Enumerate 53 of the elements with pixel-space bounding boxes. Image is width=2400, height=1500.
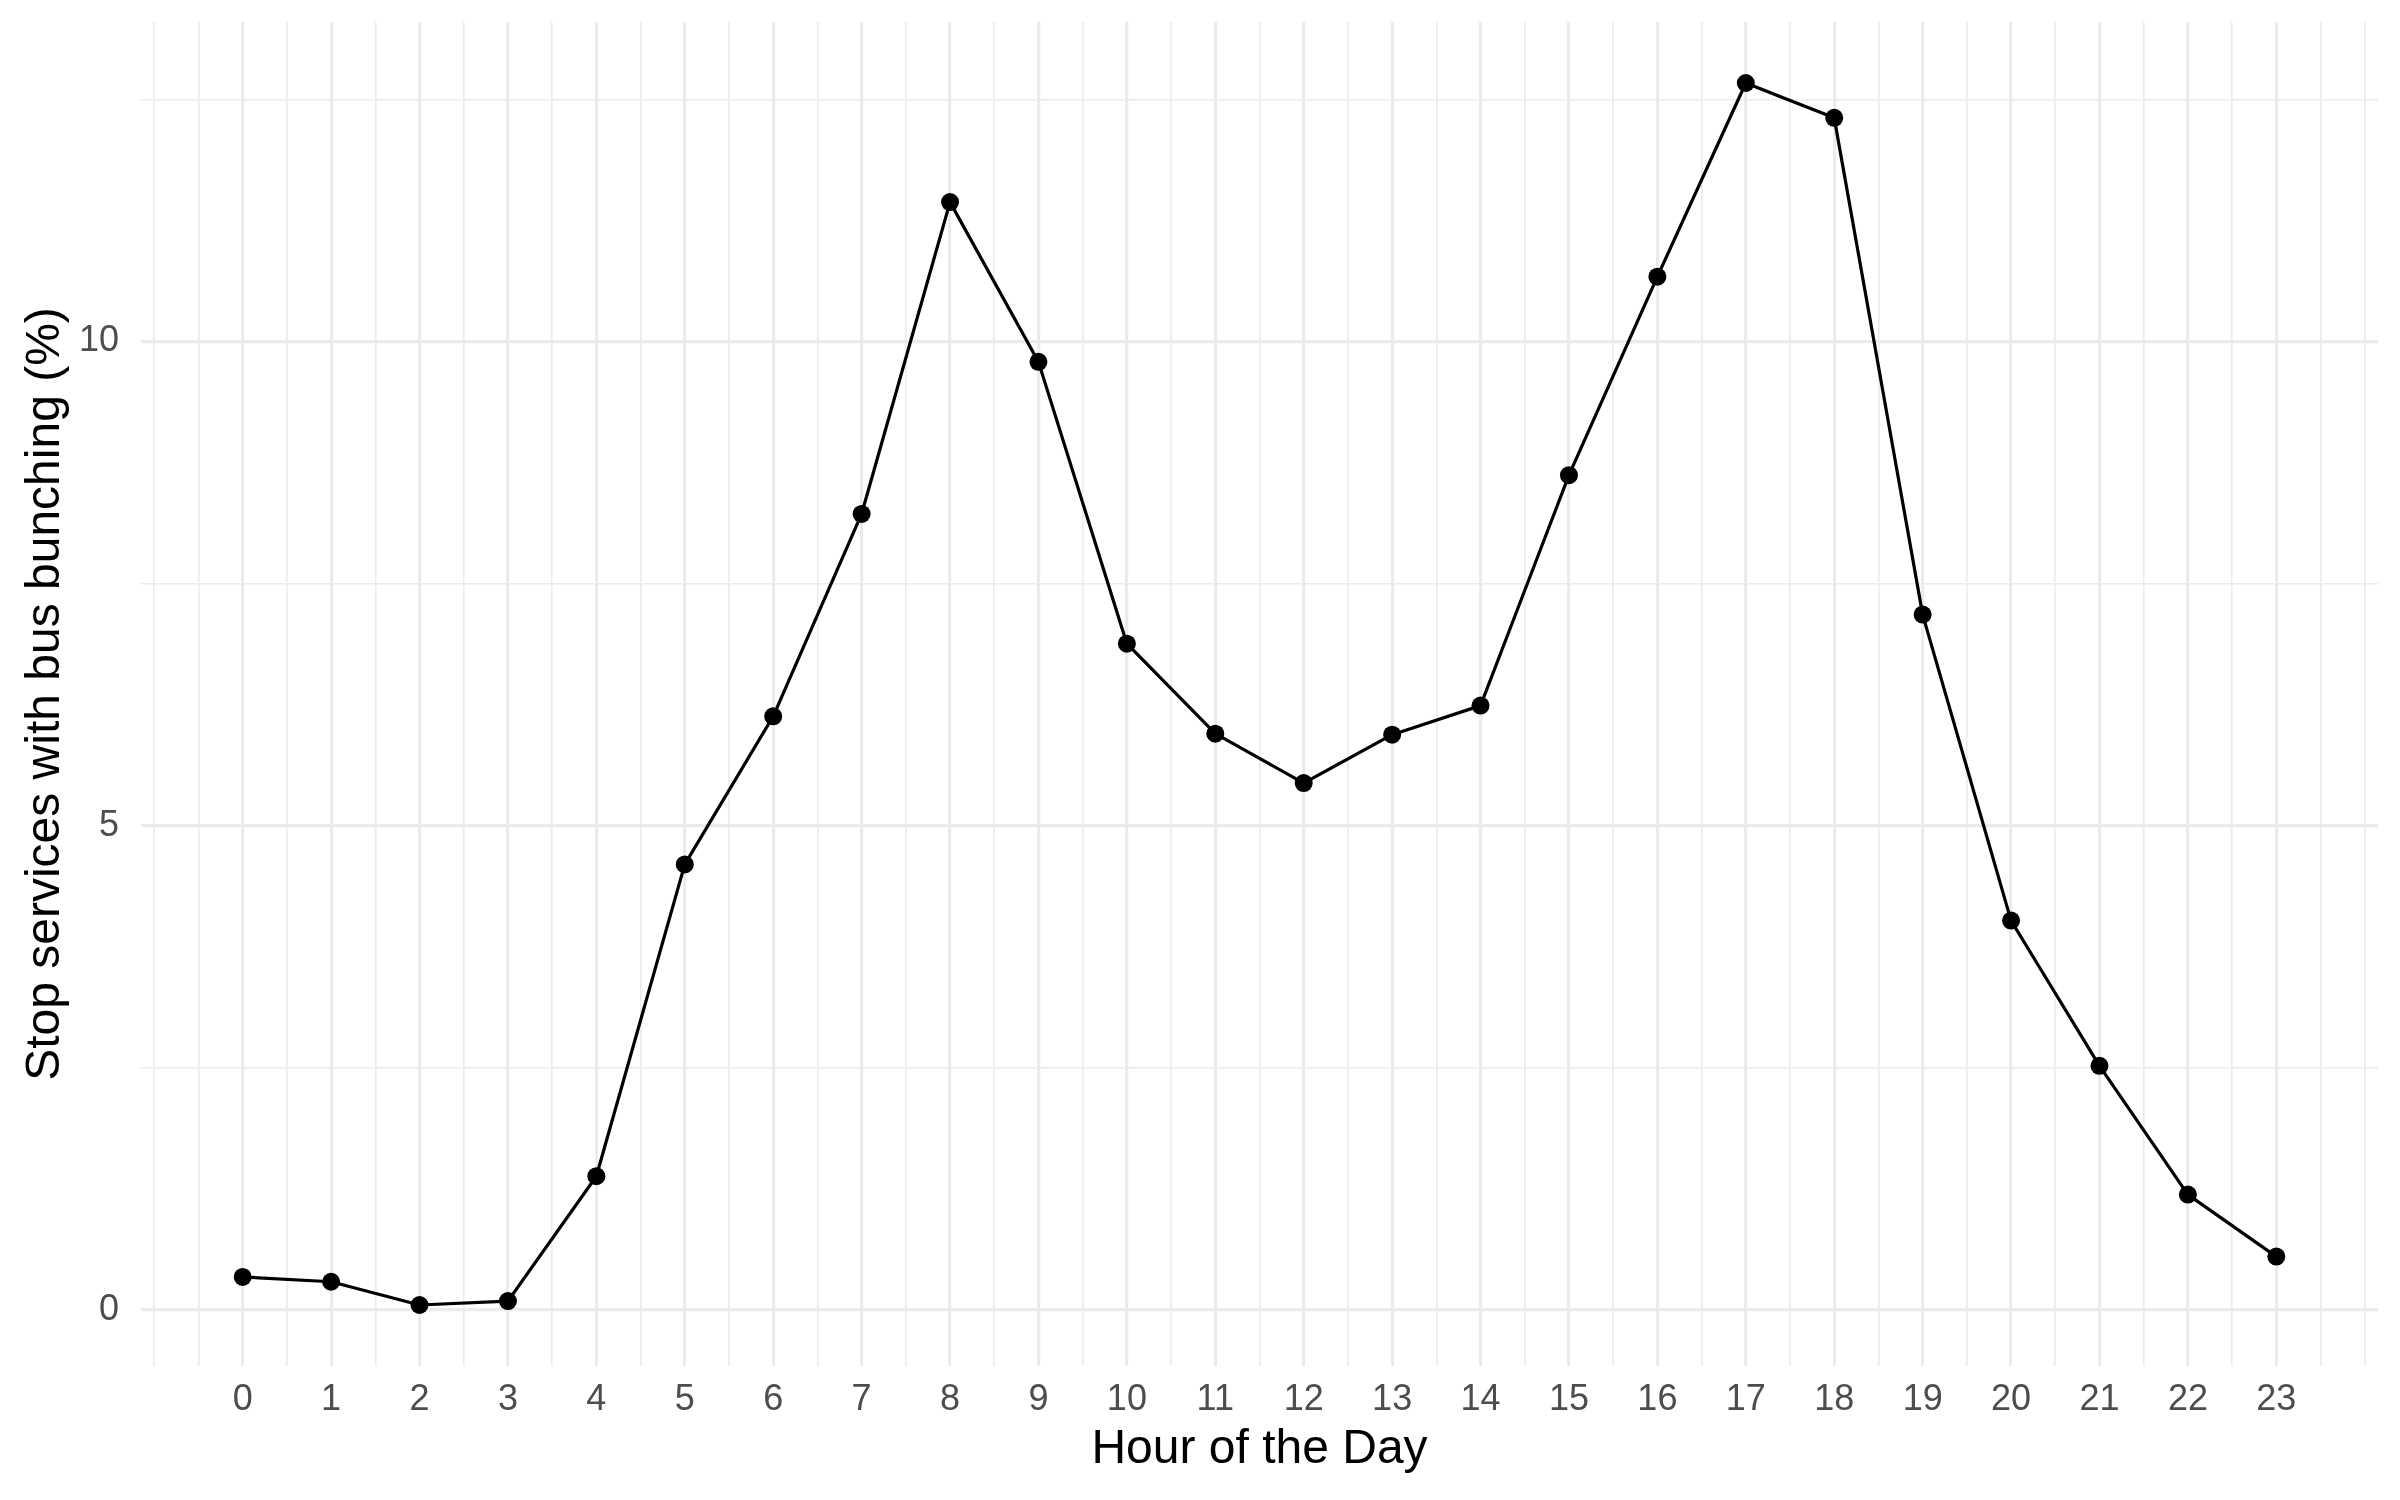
point: [587, 1167, 606, 1186]
x-tick-label: 12: [1283, 1376, 1324, 1418]
y-axis-title: Stop services with bus bunching (%): [16, 307, 70, 1081]
point: [1825, 108, 1844, 127]
x-tick-label: 8: [940, 1376, 961, 1418]
x-tick-label: 18: [1814, 1376, 1855, 1418]
x-tick-label: 9: [1028, 1376, 1049, 1418]
x-tick-label: 20: [1991, 1376, 2032, 1418]
point: [1913, 605, 1932, 624]
x-tick-label: 5: [674, 1376, 695, 1418]
x-tick-label: 13: [1372, 1376, 1413, 1418]
point: [2267, 1247, 2286, 1266]
point: [1117, 634, 1136, 653]
point: [2178, 1185, 2197, 1204]
point: [852, 504, 871, 523]
point: [498, 1292, 517, 1311]
x-axis-title: Hour of the Day: [1091, 1420, 1428, 1474]
x-tick-label: 3: [497, 1376, 518, 1418]
x-tick-label: 4: [586, 1376, 607, 1418]
x-tick-label: 16: [1637, 1376, 1678, 1418]
x-tick-label: 11: [1196, 1376, 1234, 1418]
x-tick-label: 7: [851, 1376, 872, 1418]
point: [1736, 74, 1755, 92]
point: [2090, 1056, 2109, 1075]
x-tick-label: 22: [2167, 1376, 2208, 1418]
y-tick-label: 10: [78, 318, 119, 360]
x-tick-label: 6: [763, 1376, 784, 1418]
x-tick-label: 10: [1106, 1376, 1147, 1418]
point: [764, 707, 783, 726]
point: [2002, 911, 2021, 930]
y-tick-label: 5: [98, 802, 119, 844]
point: [322, 1272, 341, 1291]
x-tick-label: 19: [1902, 1376, 1943, 1418]
x-tick-label: 15: [1548, 1376, 1589, 1418]
point: [675, 855, 694, 874]
point: [1383, 725, 1402, 744]
point: [1206, 724, 1225, 743]
x-tick-label: 1: [321, 1376, 342, 1418]
y-tick-label: 0: [98, 1286, 119, 1328]
point: [410, 1296, 429, 1314]
x-tick-label: 0: [232, 1376, 253, 1418]
x-tick-label: 14: [1460, 1376, 1501, 1418]
x-tick-label: 23: [2256, 1376, 2297, 1418]
point: [1294, 774, 1313, 793]
x-tick-label: 17: [1725, 1376, 1766, 1418]
x-tick-label: 2: [409, 1376, 430, 1418]
point: [1559, 466, 1578, 485]
point: [941, 193, 960, 212]
x-tick-label: 21: [2079, 1376, 2120, 1418]
point: [1471, 696, 1490, 715]
point: [1648, 267, 1667, 286]
point: [1029, 352, 1048, 371]
point: [233, 1267, 252, 1286]
